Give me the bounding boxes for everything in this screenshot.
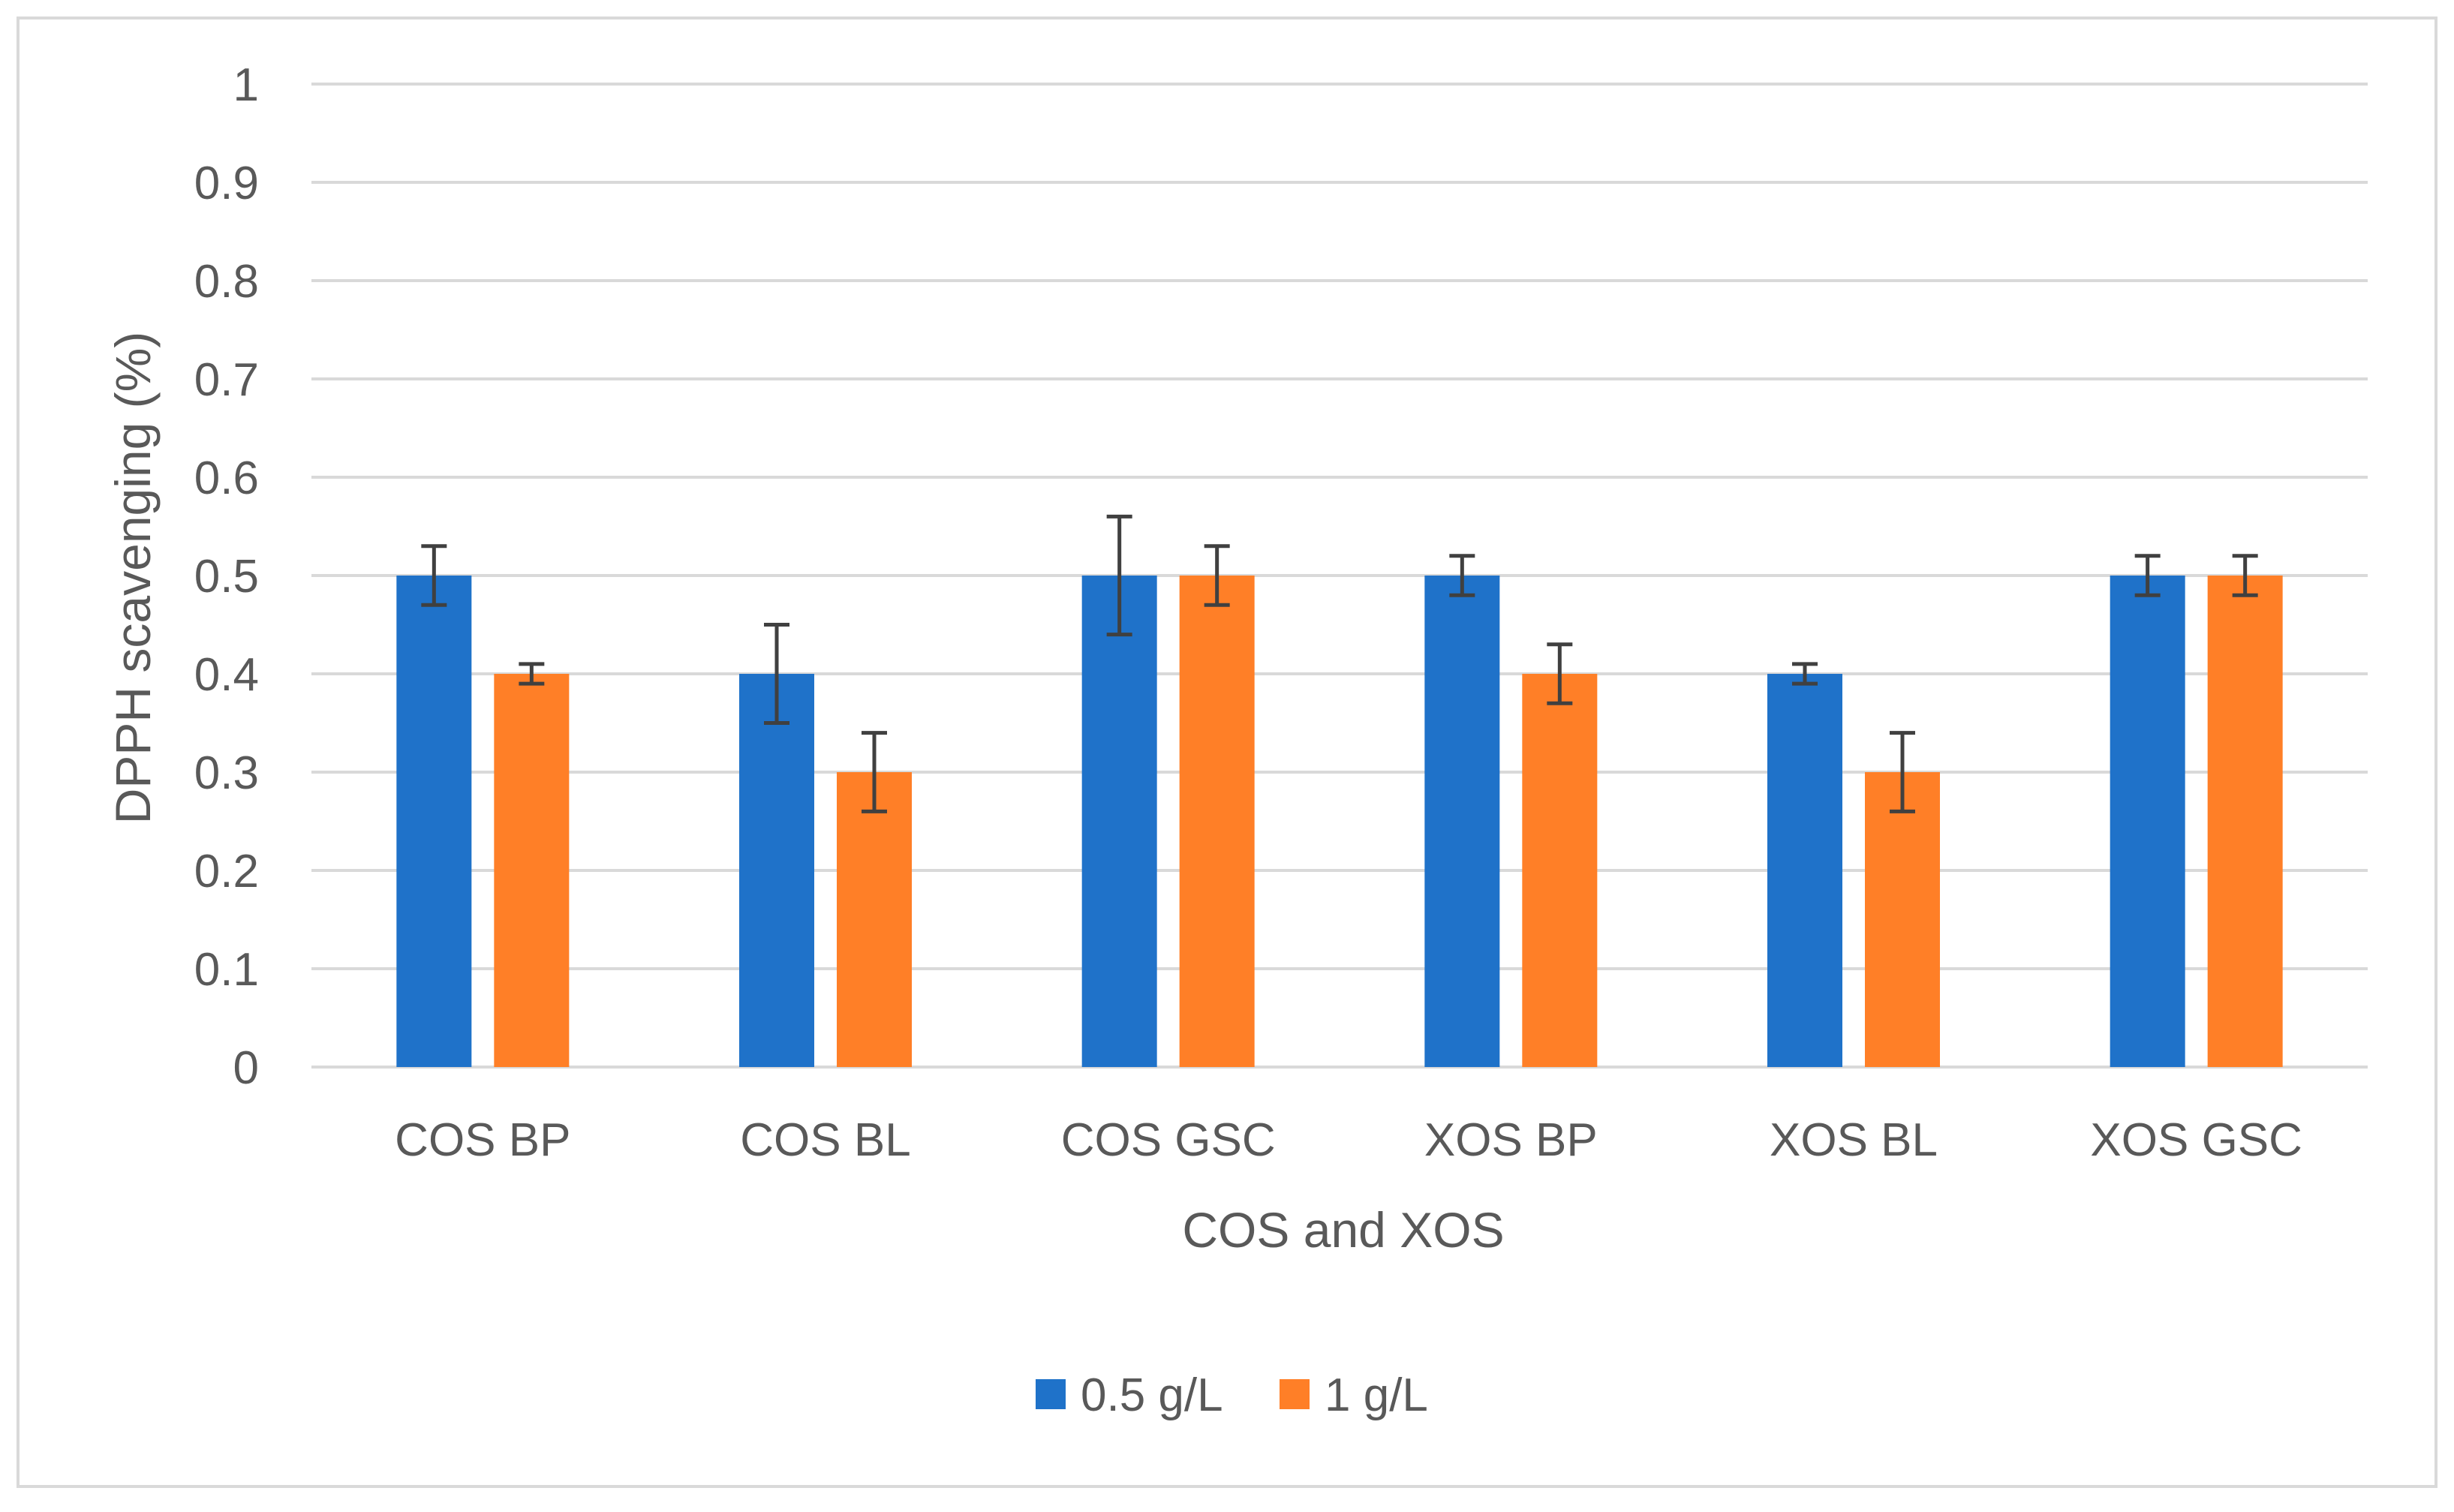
bars xyxy=(396,576,2283,1067)
legend: 0.5 g/L 1 g/L xyxy=(1036,1369,1428,1421)
error-bar xyxy=(862,731,887,813)
x-axis-title: COS and XOS xyxy=(1182,1202,1504,1258)
y-tick-label: 0.3 xyxy=(194,747,259,799)
y-tick-label: 0.1 xyxy=(194,944,259,996)
error-bars xyxy=(421,514,2258,813)
bar-series-1 xyxy=(1081,576,1157,1067)
legend-item: 1 g/L xyxy=(1280,1369,1428,1421)
error-bar xyxy=(764,623,789,725)
bar-series-2 xyxy=(1522,674,1598,1067)
y-tick-label: 0.2 xyxy=(194,846,259,897)
bar-series-1 xyxy=(739,674,814,1067)
legend-swatch xyxy=(1036,1379,1066,1409)
legend-swatch xyxy=(1280,1379,1310,1409)
error-bar xyxy=(519,662,545,686)
y-tick-label: 0.9 xyxy=(194,158,259,209)
error-bar xyxy=(1792,662,1818,686)
y-tick-label: 0 xyxy=(233,1042,259,1094)
y-tick-label: 0.4 xyxy=(194,649,259,701)
x-category-label: COS BL xyxy=(740,1114,910,1166)
bar-series-1 xyxy=(1767,674,1842,1067)
bar-series-2 xyxy=(2207,576,2283,1067)
error-bar xyxy=(1204,544,1230,607)
error-bar xyxy=(1106,514,1132,637)
bar-series-1 xyxy=(1424,576,1500,1067)
legend-item: 0.5 g/L xyxy=(1036,1369,1223,1421)
legend-label: 0.5 g/L xyxy=(1081,1369,1223,1421)
bar-series-2 xyxy=(494,674,570,1067)
error-bar xyxy=(1547,642,1573,705)
legend-label: 1 g/L xyxy=(1325,1369,1428,1421)
y-tick-label: 0.6 xyxy=(194,452,259,504)
y-tick-label: 0.8 xyxy=(194,256,259,308)
bar-series-1 xyxy=(2110,576,2185,1067)
error-bar xyxy=(2232,554,2258,597)
bar-series-1 xyxy=(396,576,472,1067)
x-category-label: XOS BP xyxy=(1424,1114,1598,1166)
x-category-label: XOS GSC xyxy=(2090,1114,2302,1166)
bar-series-2 xyxy=(837,772,912,1067)
y-tick-label: 0.7 xyxy=(194,354,259,406)
y-tick-label: 0.5 xyxy=(194,551,259,603)
bar-series-2 xyxy=(1865,772,1940,1067)
y-axis-title: DPPH scavenging (%) xyxy=(105,332,161,825)
error-bar xyxy=(1449,554,1475,597)
y-axis-ticks: 0 0.1 0.2 0.3 0.4 0.5 0.6 0.7 0.8 0.9 1 xyxy=(194,59,259,1094)
error-bar xyxy=(1890,731,1915,813)
y-tick-label: 1 xyxy=(233,59,259,111)
bar-series-2 xyxy=(1179,576,1255,1067)
error-bar xyxy=(421,544,447,607)
x-category-label: XOS BL xyxy=(1770,1114,1938,1166)
error-bar xyxy=(2134,554,2161,597)
x-axis-categories: COS BP COS BL COS GSC XOS BP XOS BL XOS GSC xyxy=(395,1114,2302,1166)
x-category-label: COS BP xyxy=(395,1114,570,1166)
gridlines xyxy=(311,83,2368,1069)
x-category-label: COS GSC xyxy=(1061,1114,1276,1166)
